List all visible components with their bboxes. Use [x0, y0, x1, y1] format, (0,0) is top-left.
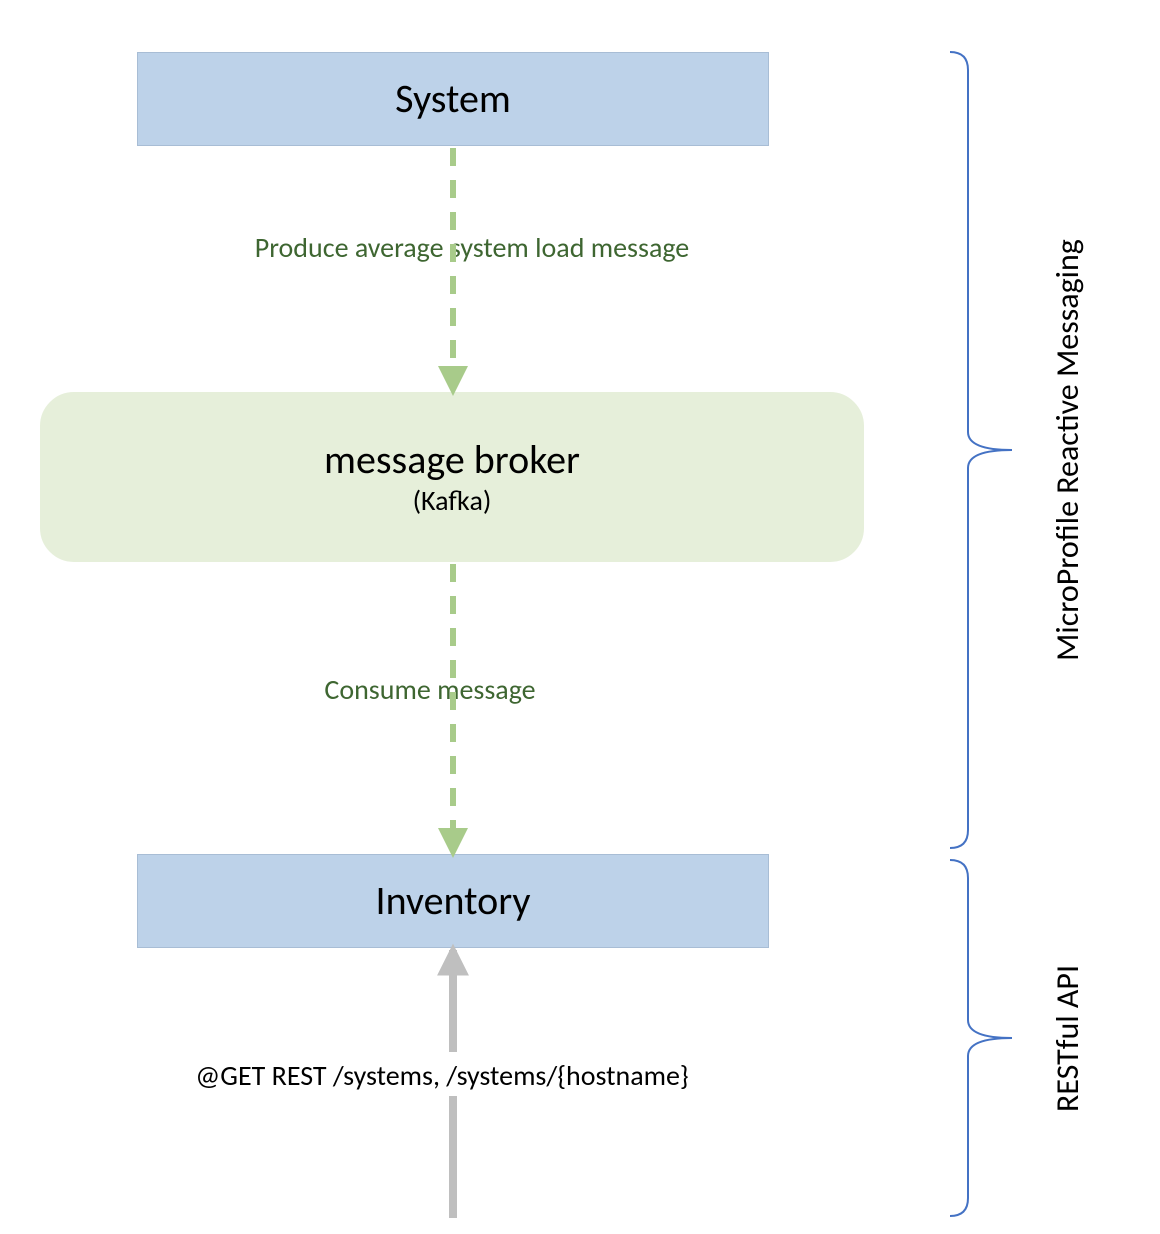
node-inventory: Inventory [137, 854, 769, 948]
edge-consume-label: Consume message [0, 672, 860, 707]
node-inventory-label: Inventory [376, 879, 531, 923]
edge-rest-label: @GET REST /systems, /systems/{hostname} [0, 1058, 884, 1093]
brace-restful [950, 860, 1012, 1216]
brace-restful-label: RESTful API [1048, 860, 1087, 1216]
node-system: System [137, 52, 769, 146]
node-system-label: System [395, 77, 511, 121]
brace-reactive-label: MicroProfile Reactive Messaging [1048, 52, 1087, 848]
node-broker-title: message broker [324, 438, 580, 482]
brace-reactive [950, 52, 1012, 848]
node-broker-subtitle: (Kafka) [413, 486, 492, 517]
diagram-overlay [0, 0, 1160, 1234]
node-message-broker: message broker (Kafka) [40, 392, 864, 562]
edge-produce-label: Produce average system load message [0, 230, 944, 265]
